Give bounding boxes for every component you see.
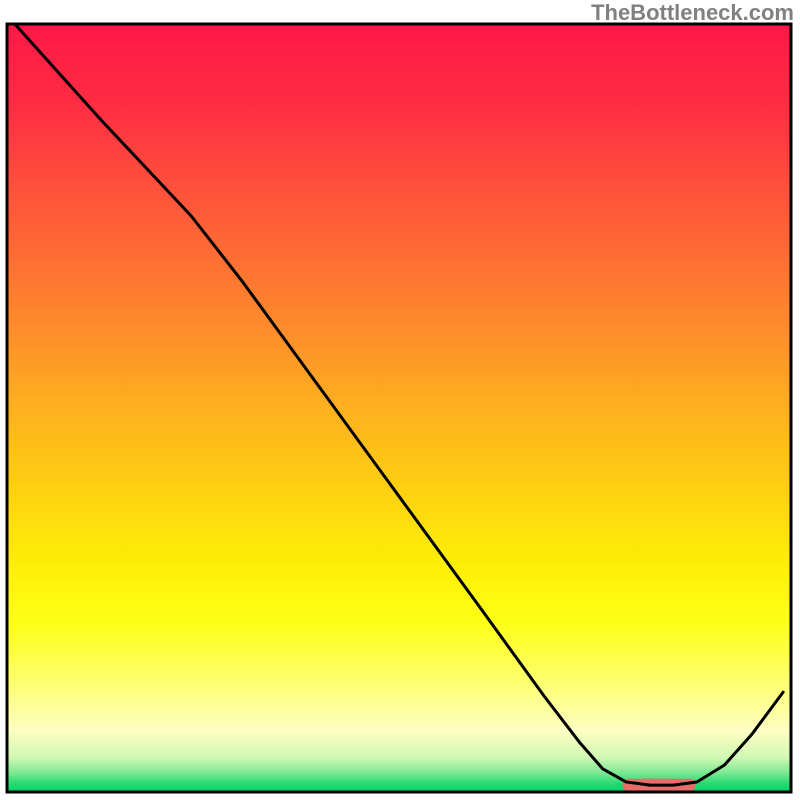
chart-container: TheBottleneck.com bbox=[0, 0, 800, 800]
bottleneck-curve-chart bbox=[0, 0, 800, 800]
chart-background-gradient bbox=[7, 24, 791, 792]
